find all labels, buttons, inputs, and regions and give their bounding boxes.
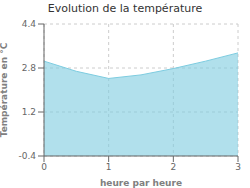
svg-text:heure par heure: heure par heure: [100, 178, 182, 188]
svg-text:0: 0: [41, 162, 47, 172]
svg-text:1: 1: [106, 162, 112, 172]
html-text:Evolution de la température: Evolution de la température: [47, 2, 203, 15]
svg-text:4.4: 4.4: [22, 19, 37, 29]
svg-text:3: 3: [235, 162, 241, 172]
svg-text:Température en °C: Température en °C: [8, 42, 9, 137]
svg-text:-0.4: -0.4: [18, 151, 36, 161]
svg-text:2.8: 2.8: [22, 63, 37, 73]
svg-text:1.2: 1.2: [22, 107, 36, 117]
svg-text:2: 2: [170, 162, 176, 172]
